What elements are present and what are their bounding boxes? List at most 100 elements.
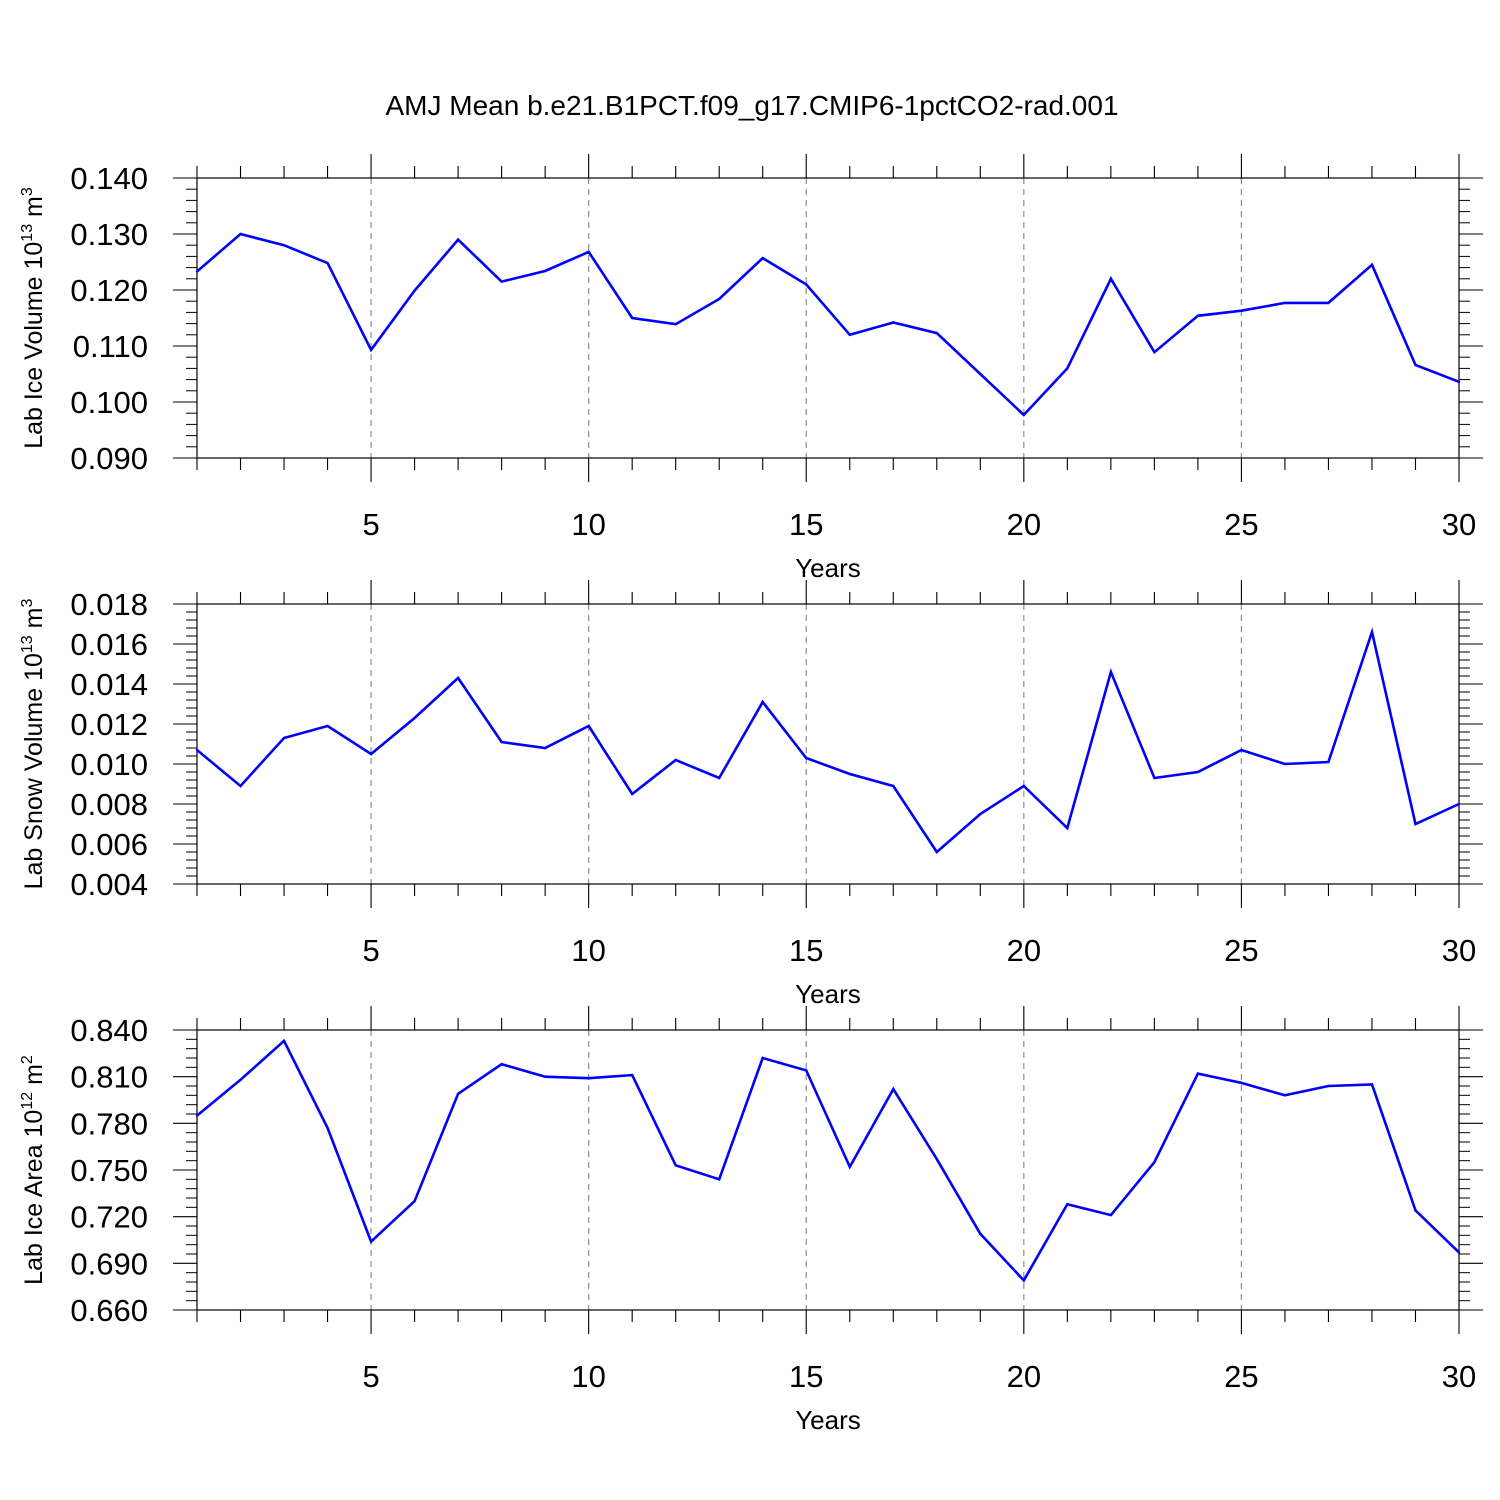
data-point — [413, 289, 416, 292]
data-point — [1327, 301, 1330, 305]
y-tick-label: 0.750 — [70, 1153, 148, 1188]
data-point — [1327, 760, 1330, 764]
y-unit-exponent: 13 — [19, 635, 36, 653]
data-point — [1414, 822, 1417, 826]
data-point — [1196, 770, 1200, 774]
data-point — [456, 676, 460, 680]
data-point — [761, 700, 764, 704]
y-tick-label: 0.110 — [73, 329, 148, 364]
y-axis-label: Lab Ice Volume 1013 m3 — [19, 187, 48, 449]
data-point — [195, 748, 199, 752]
y-tick-label: 0.006 — [70, 827, 148, 862]
x-tick-label: 25 — [1224, 933, 1258, 968]
y-tick-label: 0.140 — [70, 161, 148, 196]
data-point — [892, 784, 895, 788]
data-point — [543, 1075, 547, 1078]
y-axis-label: Lab Snow Volume 1013 m3 — [19, 599, 48, 890]
data-point — [892, 1087, 895, 1091]
data-point — [1457, 1251, 1461, 1254]
data-point — [282, 1039, 286, 1043]
x-tick-label: 10 — [571, 1359, 605, 1394]
data-point — [543, 269, 547, 273]
data-point — [1153, 350, 1156, 354]
data-point — [369, 348, 373, 352]
data-point — [1022, 784, 1026, 788]
y-tick-label: 0.120 — [70, 273, 148, 308]
data-point — [630, 316, 634, 320]
y-axis-label-text: Lab Ice Area — [20, 1137, 48, 1284]
x-tick-label: 15 — [789, 933, 823, 968]
data-point — [674, 1164, 677, 1167]
data-point — [805, 1069, 808, 1072]
data-point — [1370, 263, 1374, 266]
data-point — [630, 792, 634, 796]
y-unit-power: 3 — [19, 599, 36, 608]
x-tick-label: 25 — [1224, 1359, 1258, 1394]
data-point — [326, 724, 329, 728]
data-point — [718, 776, 721, 780]
data-point — [1109, 1213, 1113, 1217]
x-tick-label: 30 — [1442, 1359, 1476, 1394]
x-tick-label: 15 — [789, 1359, 823, 1394]
y-tick-label: 0.008 — [70, 787, 148, 822]
data-point — [369, 1240, 373, 1243]
y-tick-label: 0.014 — [70, 667, 148, 702]
x-axis-label: Years — [795, 553, 861, 583]
data-point — [1022, 1279, 1026, 1282]
data-point — [456, 1092, 460, 1095]
x-tick-label: 15 — [789, 507, 823, 542]
data-point — [935, 850, 938, 854]
x-tick-label: 10 — [571, 507, 605, 542]
y-unit-base: 10 — [20, 242, 48, 270]
data-point — [282, 736, 286, 740]
data-point — [456, 238, 460, 241]
y-axis-label-text: Lab Snow Volume — [20, 681, 48, 889]
y-tick-label: 0.012 — [70, 707, 148, 742]
y-unit-exponent: 12 — [19, 1092, 36, 1110]
x-tick-label: 5 — [362, 933, 379, 968]
data-point — [805, 283, 808, 286]
data-point — [1066, 826, 1069, 830]
y-tick-label: 0.780 — [70, 1106, 148, 1141]
data-point — [1153, 1161, 1156, 1164]
data-point — [1283, 301, 1287, 305]
y-unit-symbol: m — [20, 1064, 48, 1092]
y-unit-symbol: m — [20, 608, 48, 636]
series-line — [196, 232, 1460, 417]
data-point — [1109, 670, 1113, 674]
data-point — [1457, 802, 1461, 806]
data-point — [1109, 277, 1113, 280]
data-point — [326, 1126, 329, 1130]
x-tick-label: 25 — [1224, 507, 1258, 542]
series-line — [196, 1038, 1460, 1283]
data-point — [979, 372, 982, 376]
data-point — [848, 333, 851, 336]
data-point — [239, 232, 242, 236]
data-point — [761, 1056, 764, 1060]
data-point — [848, 772, 851, 776]
data-point — [1066, 1203, 1069, 1206]
data-point — [500, 1063, 503, 1066]
data-point — [1196, 1072, 1200, 1075]
y-tick-label: 0.100 — [70, 385, 148, 420]
data-point — [1283, 762, 1287, 766]
y-tick-label: 0.810 — [70, 1060, 148, 1095]
data-point — [892, 321, 895, 324]
y-tick-label: 0.018 — [70, 587, 148, 622]
chart-panel-3: 5 10 15 20 25 30 Years 0.660 0.690 0.720 0.750 0.78… — [19, 1006, 1483, 1435]
data-point — [326, 261, 329, 265]
figure-title: AMJ Mean b.e21.B1PCT.f09_g17.CMIP6-1pctC… — [385, 90, 1118, 121]
data-point — [1022, 413, 1026, 417]
data-point — [500, 740, 503, 744]
y-unit-power: 2 — [19, 1055, 36, 1064]
x-axis-label: Years — [795, 1405, 861, 1435]
data-point — [587, 1077, 590, 1080]
data-point — [543, 746, 547, 750]
data-point — [1196, 314, 1200, 317]
y-tick-label: 0.016 — [70, 627, 148, 662]
data-point — [674, 322, 677, 326]
data-point — [239, 1078, 242, 1081]
data-point — [805, 756, 808, 760]
x-tick-label: 10 — [571, 933, 605, 968]
